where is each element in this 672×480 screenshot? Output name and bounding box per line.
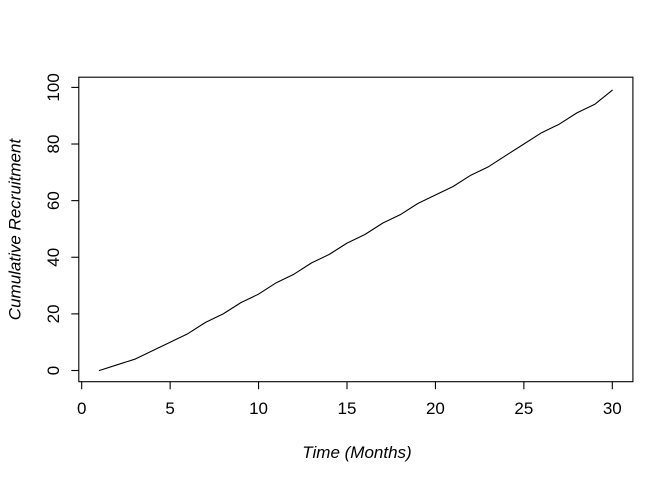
x-tick-label: 25 (514, 399, 533, 418)
y-tick-label: 100 (44, 73, 63, 101)
y-tick-label: 20 (44, 304, 63, 323)
y-axis-title: Cumulative Recruitment (6, 138, 25, 321)
x-tick-label: 30 (603, 399, 622, 418)
y-tick-label: 60 (44, 191, 63, 210)
y-tick-label: 0 (44, 366, 63, 375)
y-tick-label: 40 (44, 248, 63, 267)
x-tick-label: 0 (77, 399, 86, 418)
recruitment-line (98, 89, 613, 372)
x-tick-label: 15 (338, 399, 357, 418)
x-tick-label: 20 (426, 399, 445, 418)
y-tick-label: 80 (44, 135, 63, 154)
x-axis-ticks: 0 5 10 15 20 25 30 (77, 381, 622, 418)
plot-box (78, 76, 634, 383)
x-tick-label: 5 (165, 399, 174, 418)
x-axis-title: Time (Months) (302, 443, 411, 462)
y-axis-ticks: 0 20 40 60 80 100 (44, 73, 79, 375)
x-tick-label: 10 (249, 399, 268, 418)
